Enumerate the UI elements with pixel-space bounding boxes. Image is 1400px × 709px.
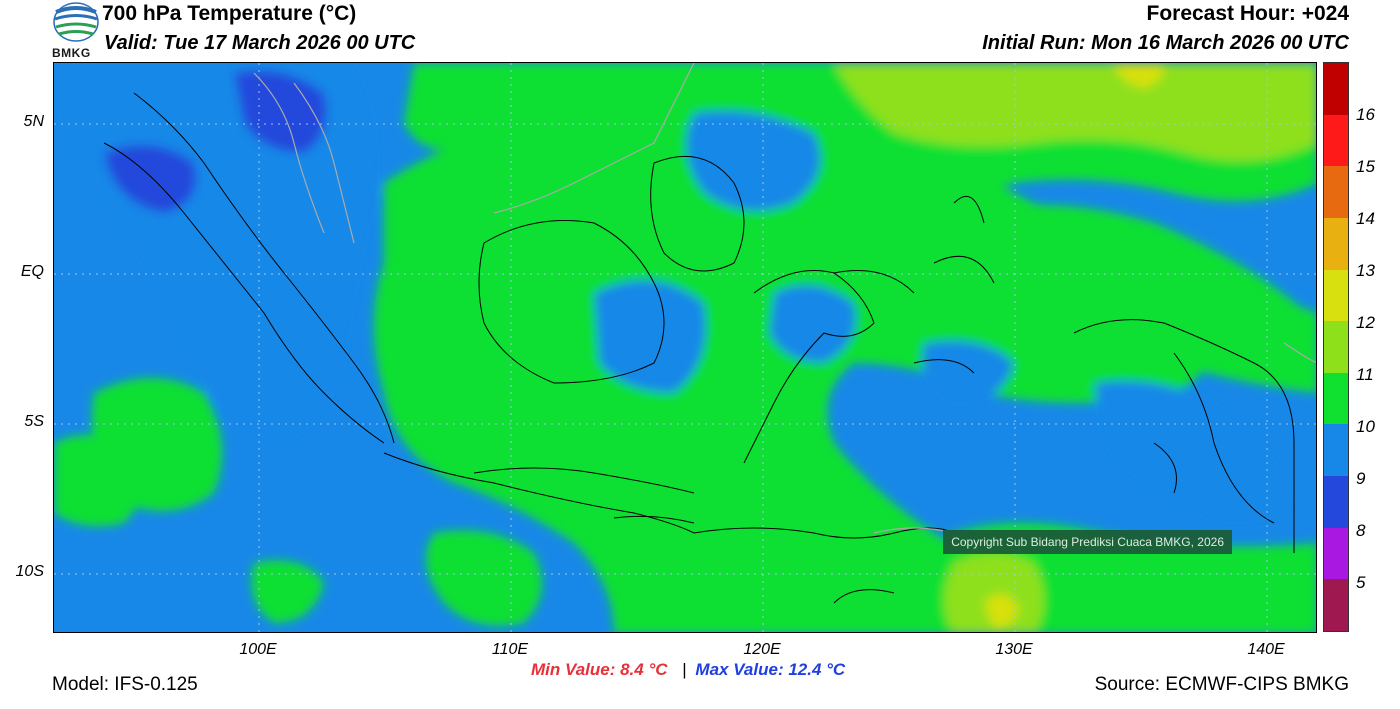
temperature-map[interactable]: Copyright Sub Bidang Prediksi Cuaca BMKG… — [53, 62, 1317, 633]
lat-label-10s: 10S — [15, 563, 44, 580]
cbar-label-8: 8 — [1356, 521, 1366, 540]
lat-label-eq: EQ — [20, 263, 44, 280]
country-borders — [253, 63, 1316, 534]
temperature-field — [54, 63, 1316, 632]
stats-separator: | — [682, 660, 687, 679]
forecast-hour: Forecast Hour: +024 — [1146, 2, 1350, 25]
cbar-swatch — [1324, 476, 1348, 528]
cbar-swatch — [1324, 321, 1348, 373]
valid-time: Valid: Tue 17 March 2026 00 UTC — [104, 32, 416, 54]
cbar-swatch — [1324, 217, 1348, 270]
cbar-label-12: 12 — [1356, 313, 1375, 332]
cbar-label-15: 15 — [1356, 157, 1375, 176]
lon-label-100e: 100E — [239, 641, 277, 658]
lon-label-110e: 110E — [491, 641, 529, 658]
logo-text: BMKG — [52, 46, 91, 60]
cbar-swatch — [1324, 424, 1348, 477]
map-canvas — [54, 63, 1316, 632]
min-value: Min Value: 8.4 °C — [531, 660, 668, 679]
graticule — [54, 63, 1316, 632]
cbar-swatch — [1324, 63, 1348, 115]
lon-label-140e: 140E — [1247, 641, 1285, 658]
copyright-notice: Copyright Sub Bidang Prediksi Cuaca BMKG… — [943, 530, 1232, 554]
cbar-label-13: 13 — [1356, 261, 1375, 280]
cbar-label-11: 11 — [1356, 365, 1374, 384]
coastlines — [103, 92, 1295, 604]
model-label: Model: IFS-0.125 — [52, 674, 198, 695]
cbar-swatch — [1324, 166, 1348, 218]
max-value: Max Value: 12.4 °C — [695, 660, 846, 679]
source-label: Source: ECMWF-CIPS BMKG — [1094, 674, 1349, 695]
lat-label-5n: 5N — [23, 113, 44, 130]
cbar-swatch — [1324, 269, 1348, 322]
color-bar — [1323, 62, 1349, 632]
cbar-label-16: 16 — [1356, 105, 1375, 124]
lon-label-120e: 120E — [743, 641, 781, 658]
lon-label-130e: 130E — [995, 641, 1033, 658]
cbar-label-14: 14 — [1356, 209, 1375, 228]
cbar-label-5: 5 — [1356, 573, 1366, 592]
cbar-swatch — [1324, 114, 1348, 167]
cbar-label-9: 9 — [1356, 469, 1366, 488]
min-max-stats: Min Value: 8.4 °C | Max Value: 12.4 °C — [531, 660, 845, 680]
chart-title: 700 hPa Temperature (°C) — [102, 2, 357, 25]
lat-label-5s: 5S — [24, 413, 44, 430]
cbar-swatch — [1324, 579, 1348, 631]
cbar-swatch — [1324, 372, 1348, 425]
initial-run: Initial Run: Mon 16 March 2026 00 UTC — [982, 32, 1349, 54]
bmkg-logo: BMKG — [50, 2, 102, 62]
cbar-label-10: 10 — [1356, 417, 1375, 436]
cbar-swatch — [1324, 527, 1348, 580]
